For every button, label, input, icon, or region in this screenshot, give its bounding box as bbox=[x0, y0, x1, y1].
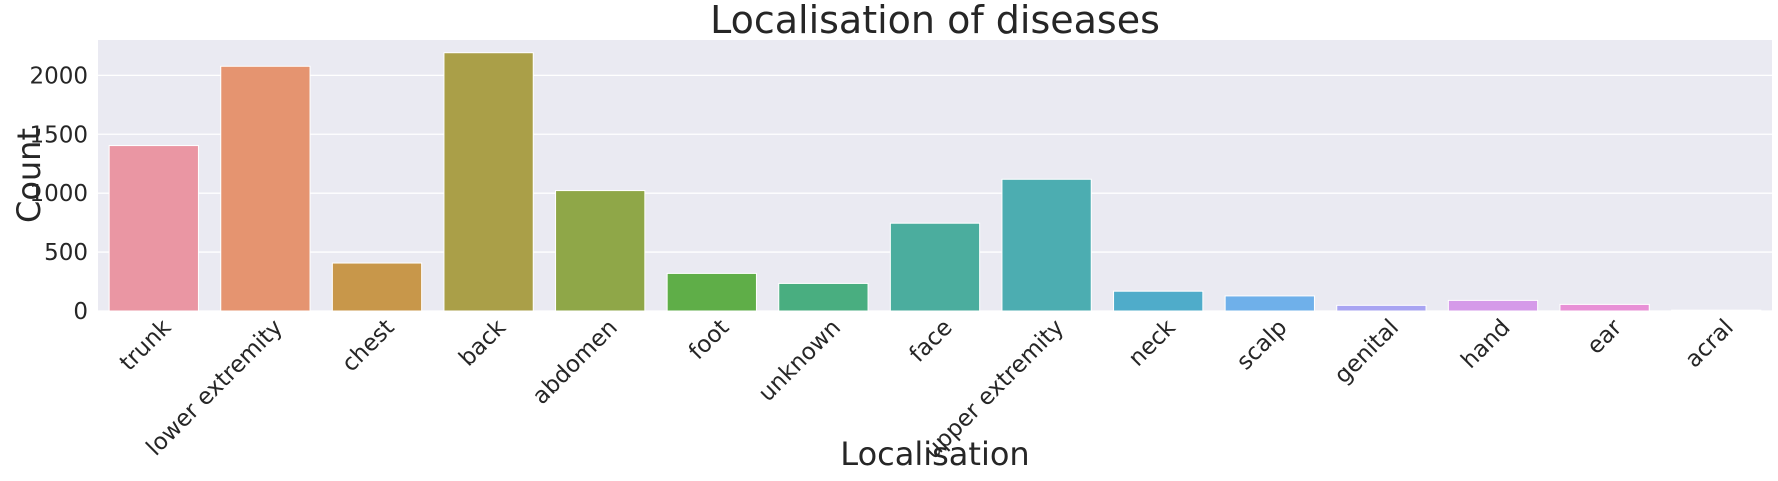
bar-chest bbox=[331, 262, 423, 312]
bar-acral bbox=[1671, 309, 1762, 312]
y-tick-label: 1000 bbox=[29, 181, 88, 207]
bar-foot bbox=[666, 272, 757, 312]
bar-face bbox=[889, 222, 981, 312]
bar-lower-extremity bbox=[220, 65, 311, 312]
y-axis-label: Count bbox=[10, 128, 48, 223]
x-tick-label: unknown bbox=[754, 315, 846, 407]
bar-scalp bbox=[1224, 295, 1315, 312]
bar-back bbox=[443, 52, 534, 312]
chart-title: Localisation of diseases bbox=[710, 0, 1160, 42]
x-tick-label: acral bbox=[1680, 315, 1738, 373]
bar-hand bbox=[1447, 299, 1539, 312]
bar-ear bbox=[1559, 303, 1650, 312]
bar-neck bbox=[1113, 290, 1204, 312]
x-tick-label: back bbox=[454, 314, 512, 372]
y-tick-labels: 0 500 1000 1500 2000 bbox=[29, 63, 88, 325]
y-tick-label: 0 bbox=[73, 299, 88, 325]
x-tick-label: hand bbox=[1456, 315, 1515, 374]
y-tick-label: 500 bbox=[44, 240, 88, 266]
x-tick-label: face bbox=[905, 315, 958, 368]
x-tick-label: trunk bbox=[115, 314, 177, 376]
x-tick-label: chest bbox=[337, 315, 399, 377]
y-tick-label: 2000 bbox=[29, 63, 88, 89]
bar-trunk bbox=[108, 145, 199, 312]
bar-abdomen bbox=[555, 190, 646, 312]
bar-upper-extremity bbox=[1001, 178, 1092, 312]
x-tick-label: abdomen bbox=[528, 315, 623, 410]
x-tick-label: ear bbox=[1582, 314, 1627, 359]
bars bbox=[108, 52, 1762, 312]
x-tick-label: foot bbox=[684, 315, 734, 365]
x-tick-label: genital bbox=[1330, 315, 1404, 389]
bar-genital bbox=[1336, 304, 1427, 312]
x-tick-label: neck bbox=[1124, 314, 1182, 372]
x-tick-label: scalp bbox=[1232, 315, 1293, 376]
x-axis-label: Localisation bbox=[840, 435, 1029, 473]
bar-unknown bbox=[778, 282, 869, 312]
y-tick-label: 1500 bbox=[29, 122, 88, 148]
